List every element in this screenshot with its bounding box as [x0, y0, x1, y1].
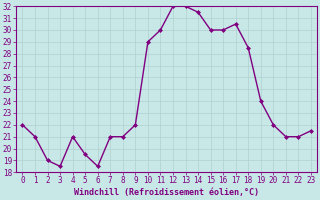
X-axis label: Windchill (Refroidissement éolien,°C): Windchill (Refroidissement éolien,°C): [74, 188, 259, 197]
